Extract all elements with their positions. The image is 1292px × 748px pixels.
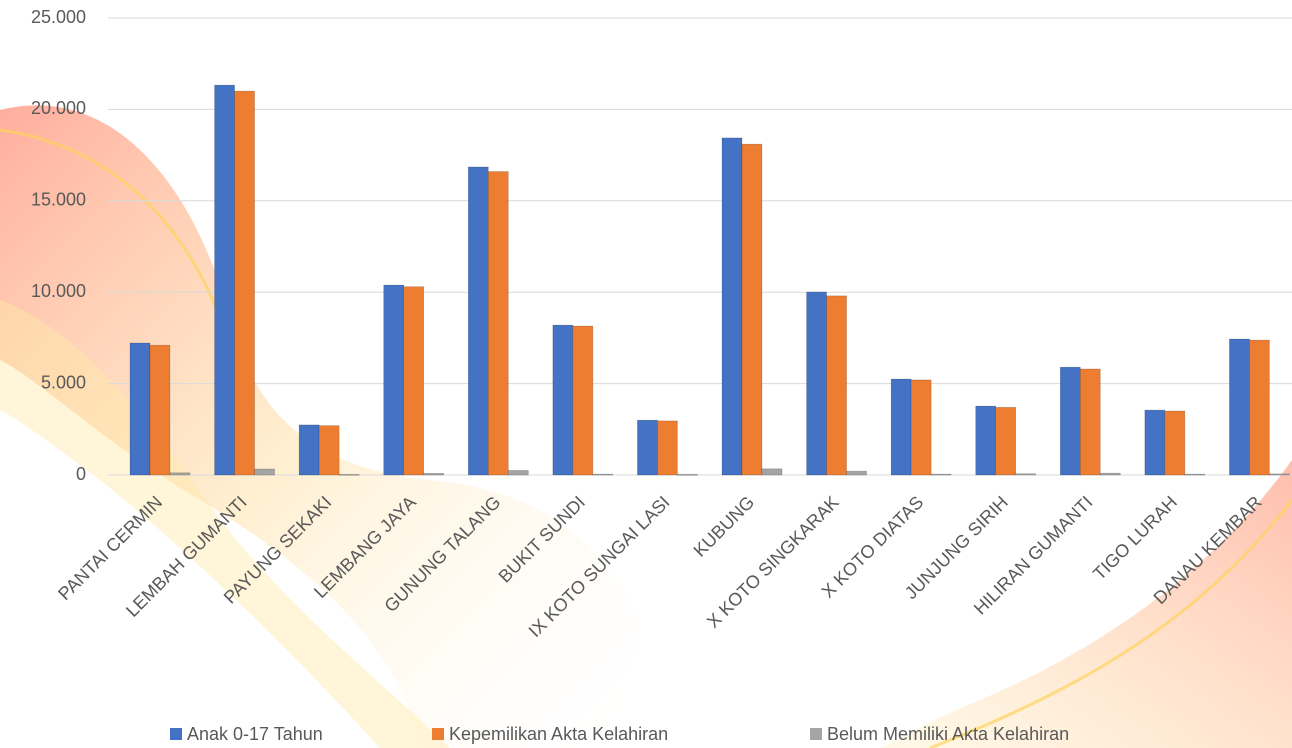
- bar: [846, 470, 867, 476]
- bar: [592, 473, 614, 476]
- legend-label: Kepemilikan Akta Kelahiran: [449, 724, 668, 744]
- bar: [1269, 473, 1290, 476]
- bar: [1015, 473, 1037, 476]
- bar: [129, 342, 151, 476]
- y-tick-label: 25.000: [31, 7, 86, 27]
- bar: [741, 143, 763, 476]
- legend-swatch: [432, 728, 444, 740]
- x-tick-label: KUBUNG: [690, 492, 759, 561]
- bar: [552, 324, 574, 476]
- bar: [467, 166, 489, 476]
- bar: [975, 405, 997, 476]
- bar: [403, 286, 425, 476]
- bar: [254, 468, 275, 476]
- bar: [1184, 473, 1206, 476]
- bar: [234, 90, 255, 476]
- bar: [910, 379, 932, 476]
- bar: [677, 473, 698, 476]
- bar: [169, 472, 191, 476]
- bar: [423, 473, 445, 476]
- bar: [318, 425, 340, 476]
- bar: [298, 424, 320, 476]
- legend-swatch: [810, 728, 822, 740]
- bar: [214, 84, 235, 476]
- y-tick-label: 20.000: [31, 98, 86, 118]
- y-tick-label: 0: [76, 464, 86, 484]
- bar: [657, 420, 678, 476]
- y-tick-label: 5.000: [41, 372, 86, 392]
- bar: [761, 468, 783, 476]
- bar: [806, 291, 827, 476]
- bar: [1079, 368, 1101, 476]
- bar: [637, 419, 658, 476]
- legend-label: Belum Memiliki Akta Kelahiran: [827, 724, 1069, 744]
- y-tick-label: 15.000: [31, 190, 86, 210]
- bar: [338, 473, 360, 476]
- legend-label: Anak 0-17 Tahun: [187, 724, 323, 744]
- bar: [890, 378, 912, 476]
- bar: [149, 344, 171, 476]
- legend-swatch: [170, 728, 182, 740]
- bar: [1164, 410, 1186, 476]
- x-tick-label: TIGO LURAH: [1089, 492, 1181, 584]
- bar: [487, 171, 509, 476]
- bar: [507, 470, 529, 476]
- bar: [1249, 339, 1270, 476]
- bar: [572, 325, 594, 476]
- bar: [930, 473, 952, 476]
- bar: [826, 295, 847, 476]
- bar: [383, 284, 405, 476]
- bar: [1059, 366, 1081, 476]
- bar: [1099, 472, 1121, 476]
- y-tick-label: 10.000: [31, 281, 86, 301]
- bar: [1144, 409, 1166, 476]
- bar: [995, 407, 1017, 476]
- bar: [1229, 338, 1250, 476]
- bar: [721, 137, 743, 476]
